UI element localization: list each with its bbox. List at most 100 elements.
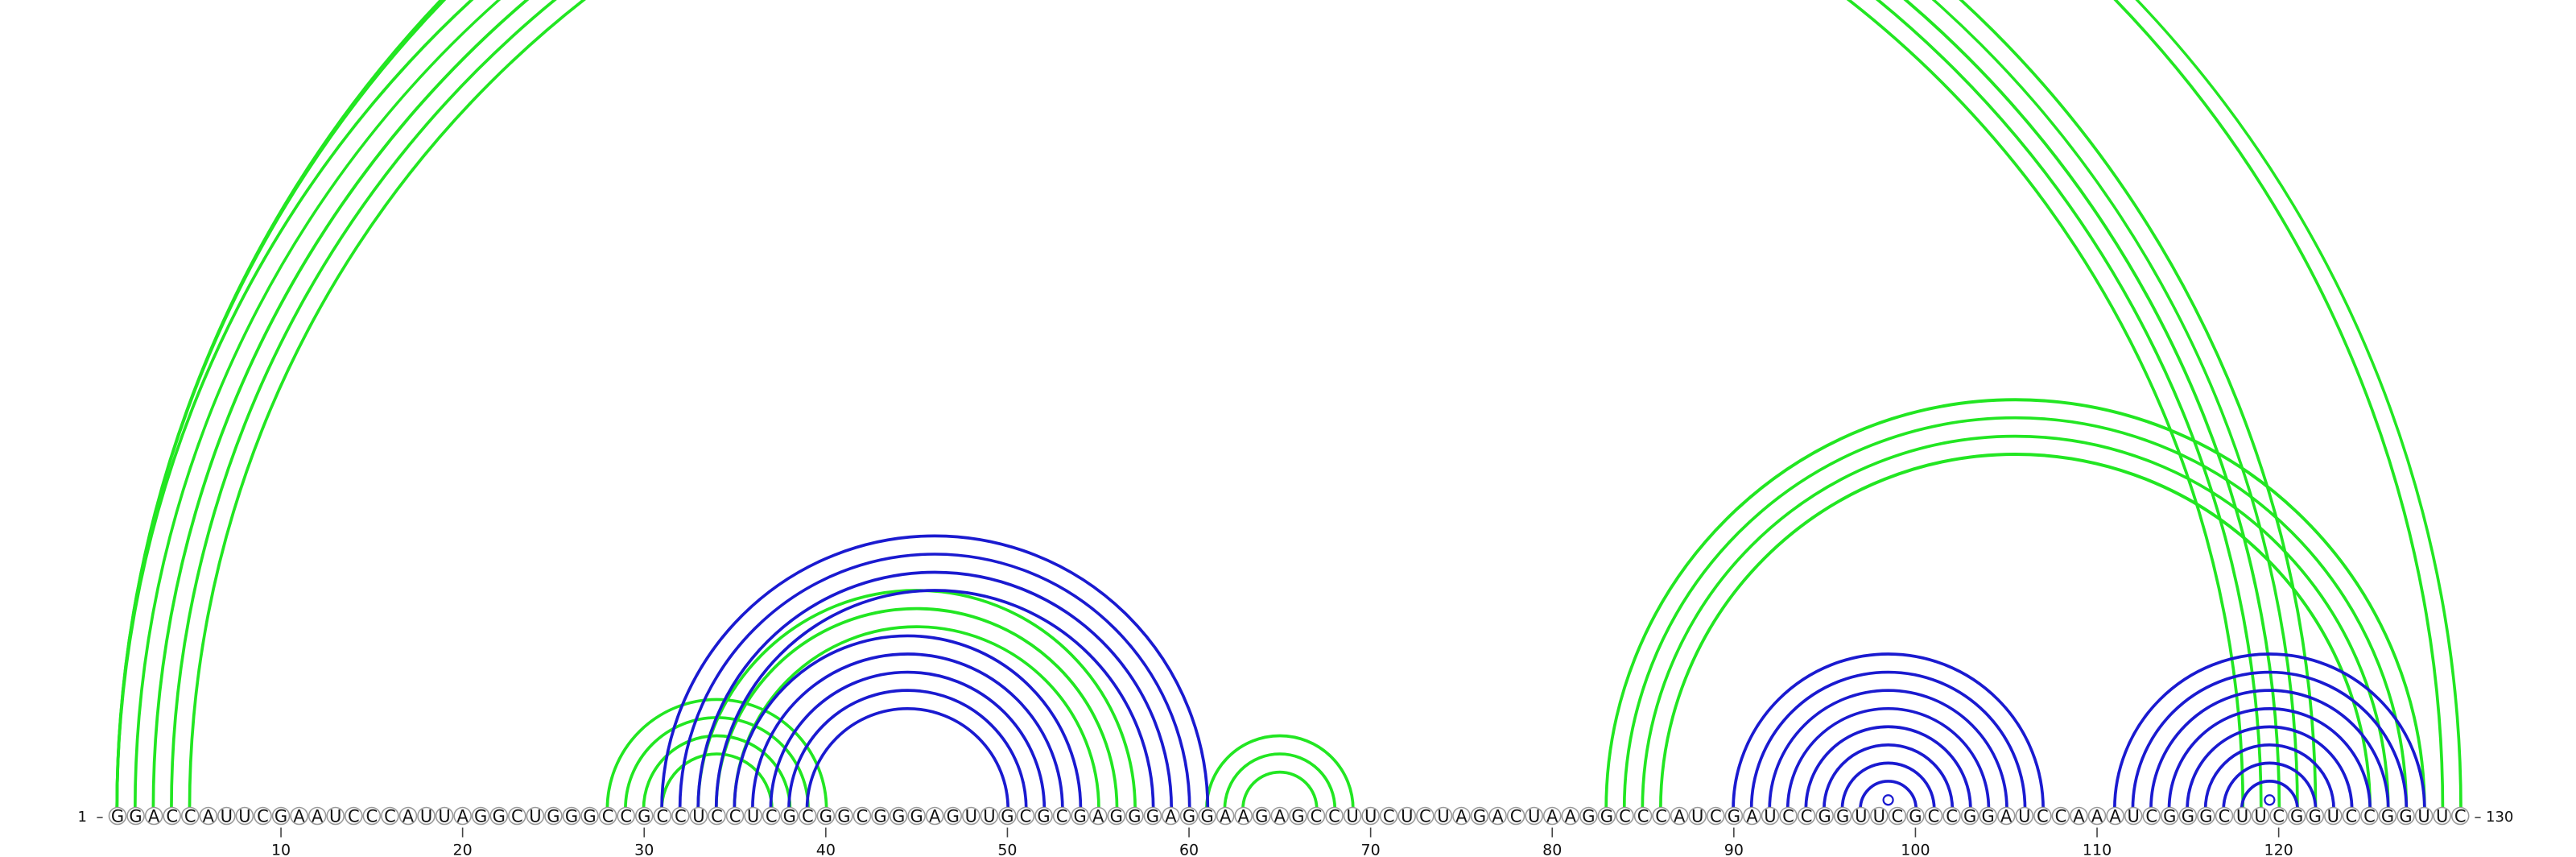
base-letter: C (620, 807, 632, 826)
green-arc-86-125 (1660, 453, 2371, 809)
base-circle (180, 806, 200, 826)
base-circle (217, 806, 236, 826)
blue-arc-113-126-outer (2149, 689, 2390, 809)
base-circle (1942, 806, 1961, 826)
base-letter: A (2000, 807, 2013, 826)
base-circle (2433, 806, 2451, 826)
base-letter: C (1419, 807, 1431, 826)
blue-arc-111-128-outer (2113, 652, 2426, 809)
base-letter: C (2346, 807, 2358, 826)
green-arc-1-129-outer (115, 0, 2445, 809)
blue-arc-90-107-outer (1732, 652, 2045, 809)
blue-arc-117-122-outer (2222, 761, 2318, 809)
base-16: C (381, 807, 399, 826)
base-87: A (1670, 806, 1689, 826)
base-letter: A (148, 807, 160, 826)
base-letter: G (1728, 807, 1740, 826)
green-arc-4-119-outer (170, 0, 2263, 809)
base-letter: A (1165, 807, 1177, 826)
base-letter: G (638, 807, 650, 826)
sequence-end-dash: – (2475, 809, 2482, 826)
base-circle (2051, 806, 2070, 826)
base-letter: U (1691, 807, 1703, 826)
base-25: G (544, 807, 563, 826)
base-67: C (1307, 807, 1326, 826)
base-letter: U (2127, 807, 2139, 826)
base-54: G (1071, 807, 1089, 826)
base-letter: C (1383, 807, 1395, 826)
base-letter: G (565, 807, 578, 826)
base-letter: A (1274, 807, 1286, 826)
sequence-start-dash: – (97, 809, 104, 826)
base-circle (1234, 806, 1253, 826)
base-circle (2215, 806, 2234, 826)
blue-arc-marker-120-119 (2264, 794, 2276, 806)
base-119: U (2251, 807, 2270, 826)
base-letter: U (420, 807, 432, 826)
base-letter: C (511, 807, 523, 826)
base-letter: G (947, 807, 960, 826)
base-letter: A (1746, 807, 1758, 826)
blue-arc-96-101-outer (1840, 761, 1936, 809)
tick-label-110: 110 (2083, 842, 2112, 857)
blue-arc-92-105 (1769, 689, 2008, 809)
base-99: C (1888, 807, 1907, 826)
base-50: G (998, 806, 1017, 826)
base-circle (2269, 806, 2288, 826)
base-letter: G (873, 807, 886, 826)
base-circle (1633, 806, 1653, 826)
base-letter: G (1582, 807, 1595, 826)
base-60: G (1179, 807, 1199, 826)
base-4: C (163, 807, 181, 826)
green-arc-3-120 (153, 0, 2280, 809)
base-circle (1361, 806, 1380, 826)
base-115: G (2178, 807, 2198, 826)
green-arc-63-67 (1242, 772, 1318, 809)
green-arc-5-118 (189, 0, 2244, 809)
tick-label-60: 60 (1179, 842, 1199, 857)
base-circle (1289, 806, 1307, 826)
base-92: U (1761, 807, 1780, 826)
base-64: G (1252, 807, 1271, 826)
base-57: G (1125, 807, 1144, 826)
base-70: U (1361, 806, 1380, 826)
base-20: A (453, 807, 472, 826)
base-letter: A (1220, 807, 1232, 826)
base-letter: A (1238, 807, 1250, 826)
base-letter: C (1710, 807, 1722, 826)
base-letter: G (1200, 807, 1213, 826)
base-9: C (254, 807, 272, 826)
base-circle (907, 806, 926, 826)
base-104: G (1979, 807, 1997, 826)
tick-label-120: 120 (2264, 842, 2293, 857)
green-arc-1-129 (116, 0, 2443, 809)
green-arc-62-68 (1224, 753, 1335, 809)
sequence-start-label: 1 (78, 809, 87, 826)
base-letter: C (1637, 807, 1649, 826)
base-letter: C (729, 807, 741, 826)
base-102: C (1942, 806, 1961, 826)
base-letter: C (1311, 807, 1323, 826)
base-5: C (180, 806, 200, 826)
blue-arc-90-107 (1732, 653, 2044, 809)
base-letter: G (1473, 807, 1486, 826)
base-circle (871, 806, 890, 826)
base-circle (1670, 806, 1689, 826)
base-circle (1525, 806, 1543, 826)
base-circle (1088, 806, 1108, 826)
green-arc-85-126-outer (1641, 434, 2390, 809)
base-34: C (708, 807, 726, 826)
base-40: G (816, 807, 836, 826)
base-58: G (1143, 807, 1162, 826)
base-circle (689, 806, 708, 826)
base-circle (1034, 806, 1053, 826)
blue-arc-112-127 (2132, 672, 2407, 809)
base-letter: U (1346, 807, 1358, 826)
blue-arc-92-105-outer (1768, 689, 2008, 809)
base-circle (998, 806, 1017, 826)
base-13: U (326, 807, 345, 826)
base-47: G (943, 807, 963, 826)
base-circle (2360, 806, 2379, 826)
green-arc-28-40-outer (605, 698, 828, 809)
base-117: C (2215, 806, 2234, 826)
